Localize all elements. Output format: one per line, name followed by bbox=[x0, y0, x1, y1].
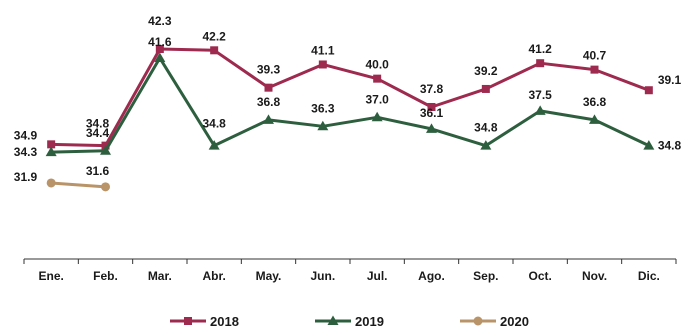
legend-label: 2018 bbox=[210, 314, 239, 328]
legend-item-2019: 2019 bbox=[315, 314, 384, 328]
square-marker bbox=[481, 84, 490, 93]
x-tick-label: Nov. bbox=[582, 269, 607, 283]
data-label: 36.3 bbox=[311, 101, 335, 115]
x-tick-label: Feb. bbox=[93, 269, 118, 283]
data-label: 36.8 bbox=[257, 95, 281, 109]
data-label: 31.9 bbox=[14, 170, 38, 184]
data-label: 40.0 bbox=[365, 58, 389, 72]
triangle-marker bbox=[327, 315, 339, 325]
x-tick-label: Abr. bbox=[202, 269, 225, 283]
triangle-marker bbox=[643, 140, 655, 150]
square-marker bbox=[318, 60, 327, 69]
x-axis: Ene. Feb. Mar. Abr. May. Jun. Jul. Ago. Sep. Oct.… bbox=[23, 258, 677, 283]
x-tick-label: Ago. bbox=[418, 269, 445, 283]
data-label: 41.6 bbox=[148, 35, 172, 49]
triangle-marker bbox=[534, 105, 546, 115]
x-tick-label: Jun. bbox=[310, 269, 335, 283]
data-label: 39.3 bbox=[257, 63, 281, 77]
legend-label: 2020 bbox=[500, 314, 529, 328]
square-marker bbox=[590, 65, 599, 74]
data-label: 31.6 bbox=[86, 164, 110, 178]
data-label: 42.2 bbox=[202, 29, 226, 43]
x-tick-label: Sep. bbox=[473, 269, 498, 283]
data-label: 34.8 bbox=[474, 121, 498, 135]
triangle-marker bbox=[371, 111, 383, 122]
series-line bbox=[51, 181, 106, 189]
triangle-marker bbox=[154, 52, 166, 63]
square-marker bbox=[47, 140, 56, 149]
x-tick-label: Jul. bbox=[367, 269, 388, 283]
data-label: 34.8 bbox=[86, 117, 110, 131]
square-marker bbox=[184, 317, 192, 325]
x-tick-label: Dic. bbox=[638, 269, 660, 283]
data-labels: 34.9 34.8 42.3 42.2 39.3 41.1 40.0 37.8 39.2 41.2… bbox=[14, 14, 682, 184]
triangle-marker bbox=[263, 114, 274, 124]
x-tick-label: May. bbox=[256, 269, 282, 283]
data-label: 34.8 bbox=[202, 117, 226, 131]
data-label: 39.2 bbox=[474, 64, 498, 78]
triangle-marker bbox=[45, 146, 57, 157]
legend-label: 2019 bbox=[355, 314, 384, 328]
x-tick-label: Mar. bbox=[148, 269, 172, 283]
data-label: 34.3 bbox=[14, 145, 38, 159]
data-label: 37.5 bbox=[528, 88, 552, 102]
legend-item-2020: 2020 bbox=[460, 314, 529, 328]
triangle-marker bbox=[480, 140, 492, 150]
square-marker bbox=[644, 86, 653, 95]
data-label: 36.1 bbox=[420, 106, 444, 120]
data-label: 36.8 bbox=[583, 95, 607, 109]
circle-marker bbox=[473, 316, 483, 326]
data-label: 42.3 bbox=[148, 14, 172, 28]
x-tick-label: Ene. bbox=[38, 269, 63, 283]
data-label: 34.9 bbox=[14, 128, 38, 142]
series-line bbox=[51, 56, 650, 154]
series-2019 bbox=[45, 52, 655, 157]
square-marker bbox=[210, 46, 219, 55]
series-line bbox=[51, 47, 650, 148]
triangle-marker bbox=[589, 114, 600, 124]
data-label: 41.1 bbox=[311, 43, 335, 57]
data-label: 40.7 bbox=[583, 49, 607, 63]
data-label: 34.8 bbox=[658, 139, 682, 153]
square-marker bbox=[536, 59, 545, 68]
triangle-marker bbox=[426, 123, 437, 133]
square-marker bbox=[155, 45, 164, 54]
triangle-marker bbox=[208, 140, 220, 150]
circle-marker bbox=[101, 182, 110, 192]
legend: 2018 2019 2020 bbox=[170, 314, 529, 328]
data-label: 34.4 bbox=[86, 126, 110, 140]
data-label: 39.1 bbox=[658, 73, 682, 87]
data-label: 37.8 bbox=[420, 82, 444, 96]
series-layer bbox=[45, 45, 655, 192]
square-marker bbox=[373, 74, 382, 83]
x-tick-label: Oct. bbox=[528, 269, 551, 283]
square-marker bbox=[427, 102, 436, 111]
circle-marker bbox=[46, 178, 56, 188]
data-label: 37.0 bbox=[365, 92, 389, 106]
square-marker bbox=[264, 83, 273, 92]
triangle-marker bbox=[100, 145, 111, 155]
series-2020 bbox=[46, 178, 110, 192]
data-label: 41.2 bbox=[528, 42, 552, 56]
triangle-marker bbox=[317, 120, 329, 131]
legend-item-2018: 2018 bbox=[170, 314, 239, 328]
